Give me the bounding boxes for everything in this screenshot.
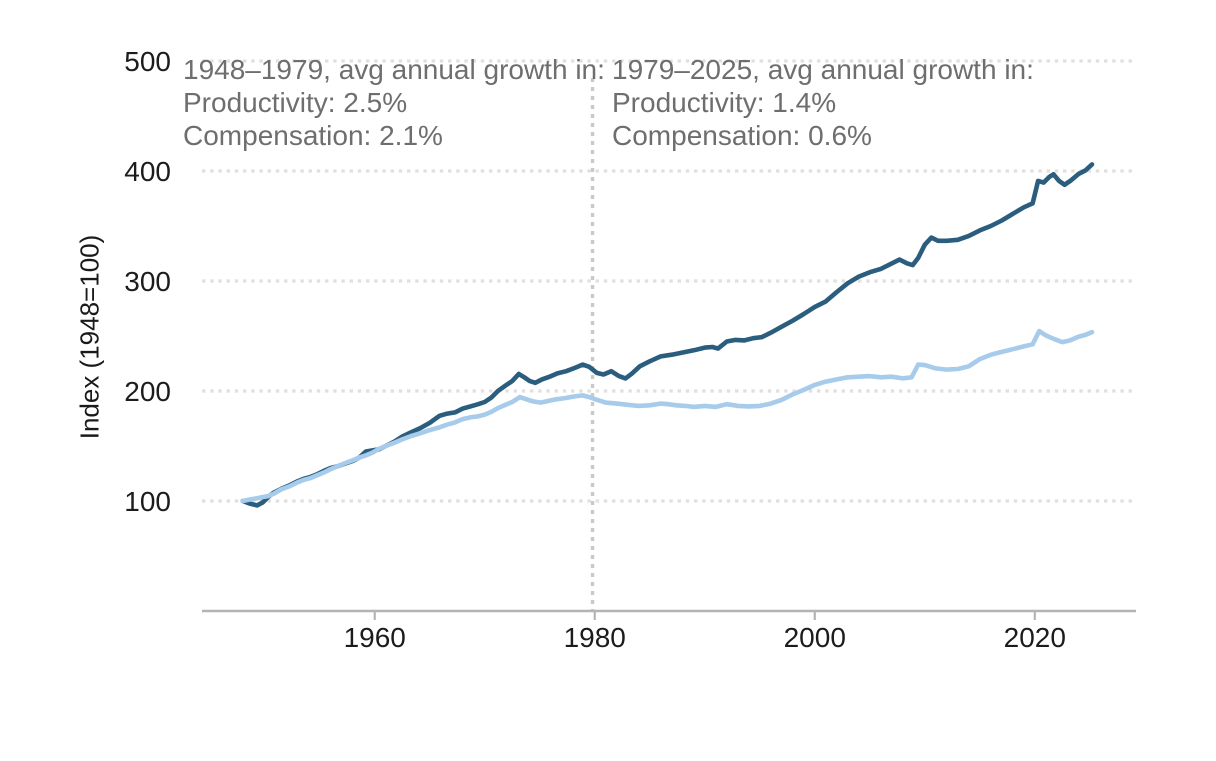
y-axis-title: Index (1948=100): [74, 234, 105, 440]
x-tick-label-1980: 1980: [564, 622, 626, 653]
y-tick-label-200: 200: [124, 376, 171, 407]
series-line-compensation: [240, 328, 1095, 504]
annotation-period-label: 1979–2025, avg annual growth in:: [612, 54, 1034, 85]
x-tick-label-2000: 2000: [784, 622, 846, 653]
y-tick-label-400: 400: [124, 156, 171, 187]
y-tick-label-100: 100: [124, 486, 171, 517]
annotation-1979-2025: 1979–2025, avg annual growth in: Product…: [612, 53, 1034, 152]
x-tick-label-2020: 2020: [1004, 622, 1066, 653]
annotation-1948-1979: 1948–1979, avg annual growth in: Product…: [183, 53, 605, 152]
annotation-compensation-value: Compensation: 0.6%: [612, 120, 872, 151]
annotation-period-label: 1948–1979, avg annual growth in:: [183, 54, 605, 85]
annotation-productivity-value: Productivity: 1.4%: [612, 87, 837, 118]
annotation-productivity-value: Productivity: 2.5%: [183, 87, 408, 118]
y-tick-label-500: 500: [124, 46, 171, 77]
y-tick-label-300: 300: [124, 266, 171, 297]
series-line-productivity: [240, 162, 1095, 508]
annotation-compensation-value: Compensation: 2.1%: [183, 120, 443, 151]
x-tick-label-1960: 1960: [344, 622, 406, 653]
